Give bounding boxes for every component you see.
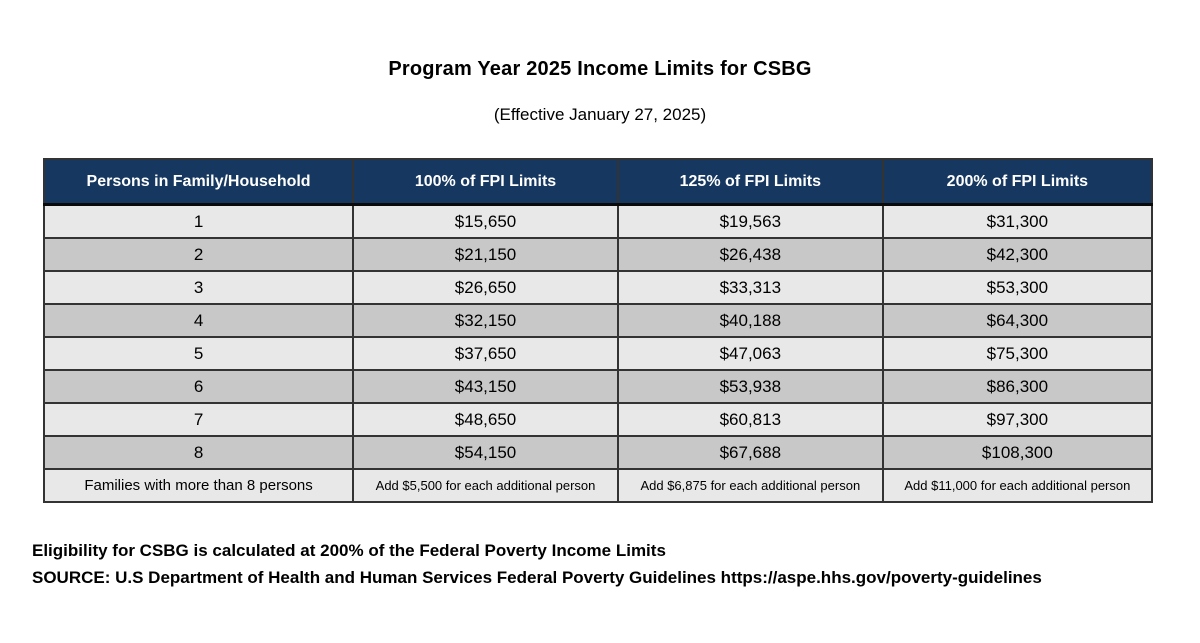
cell-more-than-8-label: Families with more than 8 persons <box>42 468 355 503</box>
cell-200pct: $108,300 <box>881 435 1154 470</box>
column-header-persons: Persons in Family/Household <box>42 158 355 206</box>
cell-125pct: $19,563 <box>616 203 884 239</box>
note-source: SOURCE: U.S Department of Health and Hum… <box>32 568 1042 587</box>
cell-100pct: $26,650 <box>352 270 619 305</box>
income-limits-table: Persons in Family/Household 100% of FPI … <box>42 158 1154 503</box>
cell-200pct: $42,300 <box>881 237 1154 272</box>
cell-100pct: $21,150 <box>352 237 619 272</box>
cell-125pct: $26,438 <box>616 237 884 272</box>
cell-persons: 4 <box>42 303 355 338</box>
cell-100pct: $43,150 <box>352 369 619 404</box>
table-footer: Families with more than 8 persons Add $5… <box>42 468 1154 503</box>
table-row: 3 $26,650 $33,313 $53,300 <box>42 270 1154 305</box>
cell-200pct: $97,300 <box>881 402 1154 437</box>
cell-add-100pct: Add $5,500 for each additional person <box>352 468 619 503</box>
cell-persons: 6 <box>42 369 355 404</box>
table-row-more-than-8: Families with more than 8 persons Add $5… <box>42 468 1154 503</box>
cell-persons: 7 <box>42 402 355 437</box>
cell-persons: 8 <box>42 435 355 470</box>
cell-125pct: $47,063 <box>616 336 884 371</box>
table-row: 7 $48,650 $60,813 $97,300 <box>42 402 1154 437</box>
cell-100pct: $48,650 <box>352 402 619 437</box>
cell-200pct: $31,300 <box>881 203 1154 239</box>
page-title: Program Year 2025 Income Limits for CSBG <box>388 58 812 80</box>
cell-125pct: $53,938 <box>616 369 884 404</box>
cell-add-125pct: Add $6,875 for each additional person <box>616 468 884 503</box>
header-row: Persons in Family/Household 100% of FPI … <box>42 158 1154 206</box>
cell-100pct: $37,650 <box>352 336 619 371</box>
cell-200pct: $75,300 <box>881 336 1154 371</box>
table-body: 1 $15,650 $19,563 $31,300 2 $21,150 $26,… <box>42 203 1154 470</box>
note-eligibility: Eligibility for CSBG is calculated at 20… <box>32 541 666 560</box>
table-row: 2 $21,150 $26,438 $42,300 <box>42 237 1154 272</box>
cell-100pct: $32,150 <box>352 303 619 338</box>
column-header-100pct: 100% of FPI Limits <box>352 158 619 206</box>
column-header-200pct: 200% of FPI Limits <box>881 158 1154 206</box>
table-row: 1 $15,650 $19,563 $31,300 <box>42 203 1154 239</box>
cell-persons: 1 <box>42 203 355 239</box>
table-row: 4 $32,150 $40,188 $64,300 <box>42 303 1154 338</box>
cell-persons: 3 <box>42 270 355 305</box>
cell-persons: 2 <box>42 237 355 272</box>
table-header: Persons in Family/Household 100% of FPI … <box>42 158 1154 206</box>
cell-125pct: $67,688 <box>616 435 884 470</box>
page-subtitle: (Effective January 27, 2025) <box>493 105 707 124</box>
cell-persons: 5 <box>42 336 355 371</box>
cell-200pct: $86,300 <box>881 369 1154 404</box>
cell-125pct: $60,813 <box>616 402 884 437</box>
cell-125pct: $33,313 <box>616 270 884 305</box>
table-row: 6 $43,150 $53,938 $86,300 <box>42 369 1154 404</box>
table-row: 5 $37,650 $47,063 $75,300 <box>42 336 1154 371</box>
cell-200pct: $53,300 <box>881 270 1154 305</box>
table-row: 8 $54,150 $67,688 $108,300 <box>42 435 1154 470</box>
cell-200pct: $64,300 <box>881 303 1154 338</box>
cell-add-200pct: Add $11,000 for each additional person <box>881 468 1154 503</box>
cell-125pct: $40,188 <box>616 303 884 338</box>
notes: Eligibility for CSBG is calculated at 20… <box>32 537 1200 591</box>
cell-100pct: $54,150 <box>352 435 619 470</box>
column-header-125pct: 125% of FPI Limits <box>616 158 884 206</box>
cell-100pct: $15,650 <box>352 203 619 239</box>
